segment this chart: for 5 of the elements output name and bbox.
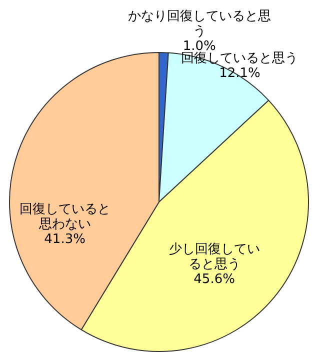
slice-label: かなり回復していると思う (128, 8, 271, 39)
slice-label: 回復していると思わない (19, 202, 110, 232)
data-label: 45.6% (194, 272, 235, 288)
data-label: 41.3% (44, 232, 86, 247)
slice-label: 少し回復していると思う (168, 242, 260, 272)
